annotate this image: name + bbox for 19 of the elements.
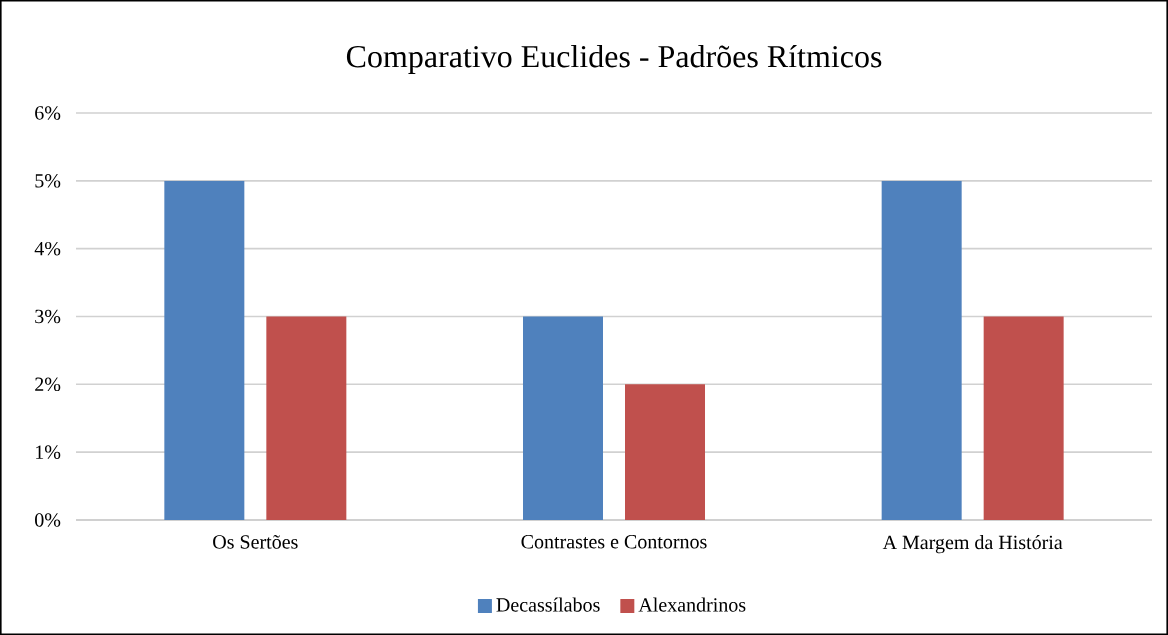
y-tick-label: 5% xyxy=(35,174,61,188)
y-tick-label: 0% xyxy=(35,513,61,527)
bar xyxy=(881,180,962,520)
bar xyxy=(983,316,1064,520)
legend-label: Decassílabos xyxy=(496,597,600,612)
bar xyxy=(625,384,706,520)
y-tick-label: 4% xyxy=(34,241,61,256)
x-tick-label: Contrastes e Contornos xyxy=(521,535,707,549)
chart-title: Comparativo Euclides - Padrões Rítmicos xyxy=(346,44,882,74)
legend-label: Alexandrinos xyxy=(638,597,746,612)
x-tick-label: A Margem da História xyxy=(882,535,1063,554)
bar xyxy=(164,180,245,520)
y-tick-label: 1% xyxy=(36,445,61,459)
bar xyxy=(266,316,347,520)
y-tick-label: 2% xyxy=(35,377,61,392)
y-tick-label: 3% xyxy=(35,309,61,324)
y-tick-label: 6% xyxy=(35,106,61,120)
bar xyxy=(523,316,603,520)
x-tick-label: Os Sertões xyxy=(213,535,298,549)
